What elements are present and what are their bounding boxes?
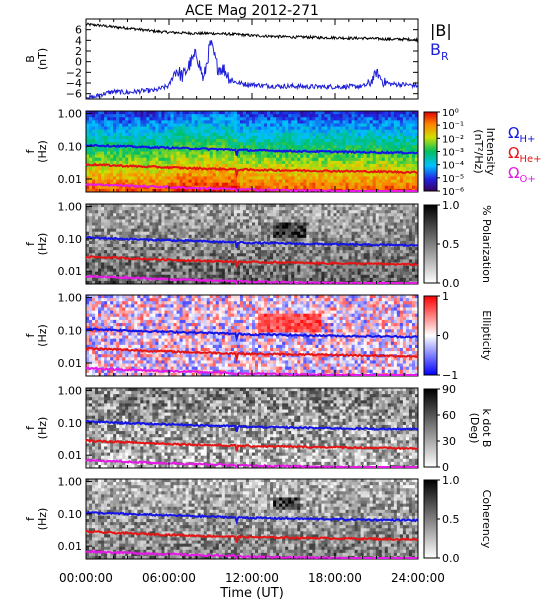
colorbar-tick-label: 10⁻⁵	[442, 174, 464, 185]
colorbar-polarization	[423, 204, 438, 284]
series-line-btotal	[85, 22, 419, 43]
y-tick-label: 0.01	[58, 173, 83, 186]
colorbar-label-ellipticity: Ellipticity	[480, 310, 493, 361]
legend-gyro-heplus: ΩHe+	[508, 144, 542, 165]
colorbar-tick-label: 30	[442, 435, 456, 448]
y-tick-label: 1.00	[58, 108, 83, 121]
colorbar-tick-label: 1	[442, 290, 449, 303]
colorbar-tick-label: 1.0	[442, 474, 460, 487]
x-tick-label: 00:00:00	[59, 571, 113, 585]
legend-field: |B|BR	[430, 21, 452, 63]
chart-title: ACE Mag 2012-271	[185, 3, 319, 19]
colorbar-tick-label: 0.0	[442, 552, 460, 565]
y-tick-label: 0	[75, 56, 82, 69]
gyro-line-heplus	[85, 438, 419, 452]
colorbar-tick-label: 10⁻³	[442, 148, 464, 159]
y-tick-label: 1.00	[58, 201, 83, 214]
colorbar-tick-label: 0.0	[442, 277, 460, 290]
colorbar-kdotb	[423, 388, 438, 468]
y-axis-label-intensity: f(Hz)	[24, 140, 49, 163]
colorbar-tick-label: 90	[442, 383, 456, 396]
y-axis-label-field: B(nT)	[24, 48, 49, 70]
colorbar-tick-label: 0	[442, 330, 449, 343]
x-tick-label: 24:00:00	[391, 571, 445, 585]
colorbar-label-kdotb: k dot B(Deg)	[468, 409, 493, 448]
legend-gyrofrequency: ΩH+ΩHe+ΩO+	[508, 124, 542, 185]
colorbar-tick-label: 1.0	[442, 199, 460, 212]
y-tick-label: 1.00	[58, 476, 83, 489]
colorbar-label-polarization: % Polarization	[480, 205, 493, 283]
gyro-line-heplus	[85, 254, 419, 268]
colorbar-tick-label: −1	[442, 369, 458, 382]
x-tick-label: 18:00:00	[308, 571, 362, 585]
panel-polarization: f(Hz) 1.00 0.10 0.01 1.0 0.5 0.0 % Polarization	[24, 199, 493, 290]
y-tick-label: 1.00	[58, 292, 83, 305]
colorbar-tick-label: 60	[442, 409, 456, 422]
colorbar-tick-label: 10⁻⁴	[442, 161, 464, 172]
y-tick-label: 6	[75, 24, 82, 37]
y-tick-label: −4	[66, 77, 82, 90]
colorbar-tick-label: 0.5	[442, 513, 460, 526]
gyro-line-heplus	[85, 162, 419, 179]
gyro-line-hplus	[85, 327, 419, 343]
y-tick-label: 0.01	[58, 265, 83, 278]
colorbar-label-coherency: Coherency	[480, 490, 493, 549]
x-tick-label: 06:00:00	[142, 571, 196, 585]
y-tick-label: 0.10	[58, 324, 83, 337]
y-tick-label: 0.01	[58, 540, 83, 553]
y-axis-label-ellipticity: f(Hz)	[24, 324, 49, 347]
legend-gyro-hplus: ΩH+	[508, 124, 535, 145]
gyro-line-heplus	[85, 529, 419, 543]
colorbar-ellipticity	[423, 295, 438, 376]
y-tick-label: −6	[66, 88, 82, 101]
heatmap-coherency	[86, 479, 419, 560]
gyro-line-hplus	[85, 510, 419, 525]
y-tick-label: 0.10	[58, 233, 83, 246]
y-tick-label: 0.10	[58, 140, 83, 153]
y-tick-label: −2	[66, 66, 82, 79]
x-tick-label: 12:00:00	[225, 571, 279, 585]
panels: B(nT)6420−2−4−6f(Hz)1.000.100.0110⁰10⁻¹1…	[24, 18, 497, 565]
x-axis: 00:00:00 06:00:00 12:00:00 18:00:00 24:00:00	[59, 571, 445, 585]
colorbar-tick-label: 10⁻¹	[442, 121, 464, 132]
y-tick-label: 0.01	[58, 449, 83, 462]
panel-coherency: f(Hz) 1.00 0.10 0.01 1.0 0.5 0.0 Coherency	[24, 474, 493, 565]
colorbar-tick-label: 10⁻⁶	[442, 187, 464, 198]
panel-kdotb: f(Hz) 1.00 0.10 0.01 90 60 30 0 k dot B(Deg)	[24, 383, 493, 474]
colorbar-tick-label: 0	[442, 461, 449, 474]
y-tick-label: 0.01	[58, 357, 83, 370]
y-tick-label: 0.10	[58, 417, 83, 430]
colorbar-tick-label: 10⁰	[442, 108, 459, 119]
heatmap-ellipticity	[86, 295, 419, 377]
y-axis-label-coherency: f(Hz)	[24, 508, 49, 531]
plot-area-field	[85, 18, 419, 100]
y-tick-label: 1.00	[58, 385, 83, 398]
y-axis-label-kdotb: f(Hz)	[24, 417, 49, 440]
x-axis-label: Time (UT)	[219, 586, 284, 600]
y-tick-label: 2	[75, 45, 82, 58]
gyro-line-hplus	[85, 143, 419, 156]
colorbar-tick-label: 10⁻²	[442, 134, 464, 145]
colorbar-intensity	[423, 111, 438, 192]
gyro-line-heplus	[85, 346, 419, 363]
gyro-line-hplus	[85, 235, 419, 248]
y-tick-label: 0.10	[58, 508, 83, 521]
colorbar-label-intensity: Intensity(nT²/Hz)	[472, 128, 497, 176]
y-tick-label: 4	[75, 34, 82, 47]
legend-br: BR	[430, 40, 449, 63]
legend-gyro-oplus: ΩO+	[508, 164, 536, 185]
panel-intensity: f(Hz) 1.00 0.10 0.01 10⁰ 10⁻¹ 10⁻² 10⁻³ 10⁻⁴ 10⁻⁵…	[24, 108, 497, 198]
gyro-line-hplus	[85, 419, 419, 432]
y-axis-label-polarization: f(Hz)	[24, 233, 49, 256]
series-line-br	[85, 40, 419, 100]
legend-btotal: |B|	[430, 21, 452, 40]
panel-ellipticity: f(Hz) 1.00 0.10 0.01 1 0 −1 Ellipticity	[24, 290, 493, 382]
colorbar-tick-label: 0.5	[442, 238, 460, 251]
colorbar-coherency	[423, 479, 438, 559]
